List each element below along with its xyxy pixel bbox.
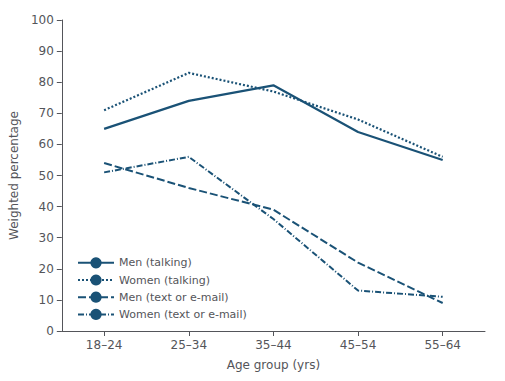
svg-text:Women (talking): Women (talking)	[119, 274, 210, 287]
svg-text:10: 10	[39, 293, 54, 307]
svg-text:18–24: 18–24	[86, 338, 123, 352]
svg-text:Women (text or e-mail): Women (text or e-mail)	[119, 308, 247, 321]
svg-text:55–64: 55–64	[424, 338, 461, 352]
svg-text:Age group (yrs): Age group (yrs)	[227, 358, 320, 372]
svg-text:80: 80	[39, 75, 54, 89]
svg-text:70: 70	[39, 106, 54, 120]
svg-text:45–54: 45–54	[340, 338, 377, 352]
svg-text:35–44: 35–44	[255, 338, 292, 352]
svg-text:90: 90	[39, 44, 54, 58]
svg-text:Men (talking): Men (talking)	[119, 256, 192, 269]
svg-text:60: 60	[39, 137, 54, 151]
svg-text:0: 0	[46, 324, 54, 338]
svg-text:30: 30	[39, 231, 54, 245]
svg-text:50: 50	[39, 169, 54, 183]
svg-text:40: 40	[39, 200, 54, 214]
svg-text:Men (text or e-mail): Men (text or e-mail)	[119, 291, 229, 304]
svg-text:100: 100	[31, 13, 54, 27]
svg-text:Weighted percentage: Weighted percentage	[7, 111, 21, 240]
svg-text:25–34: 25–34	[170, 338, 207, 352]
svg-text:20: 20	[39, 262, 54, 276]
